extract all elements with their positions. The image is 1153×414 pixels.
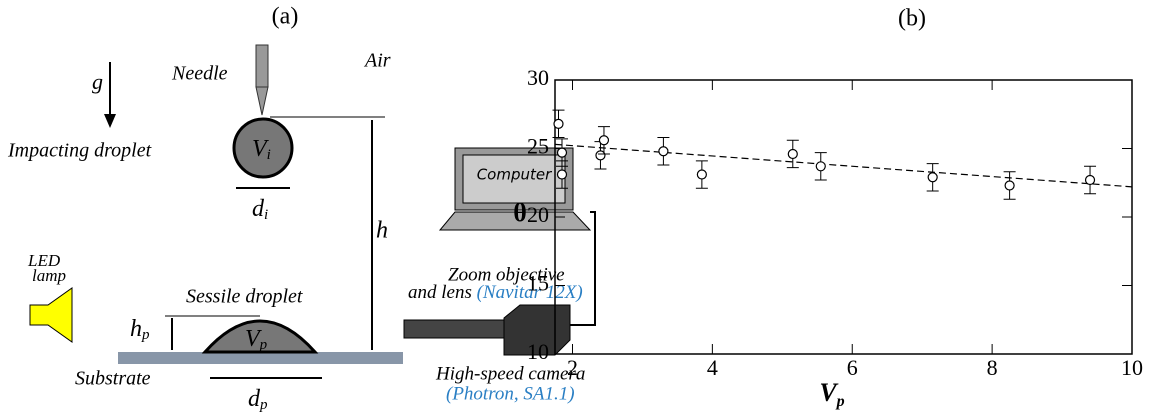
point xyxy=(599,136,608,145)
arrow-head xyxy=(104,114,116,128)
needle xyxy=(256,45,268,87)
hp-sub: p xyxy=(141,327,150,343)
camera-label: High-speed camera xyxy=(435,363,585,384)
panel-label: (a) xyxy=(272,4,299,30)
dp-label: dp xyxy=(248,386,268,414)
x-label: Vp xyxy=(819,378,844,410)
vp-sub: p xyxy=(259,337,268,353)
impacting-label: Impacting droplet xyxy=(7,140,152,162)
dp-sub: p xyxy=(259,397,268,413)
point xyxy=(1005,181,1014,190)
zoom2: and lens xyxy=(408,282,472,303)
g-label: g xyxy=(92,69,103,94)
di-sub: i xyxy=(264,207,268,223)
plot-frame xyxy=(555,80,1132,354)
photron-label: (Photron, SA1.1) xyxy=(446,383,575,404)
point xyxy=(788,149,797,158)
point xyxy=(557,148,566,157)
substrate-label: Substrate xyxy=(75,368,151,390)
computer-label: Computer xyxy=(477,166,552,184)
di-label: di xyxy=(252,196,268,224)
point xyxy=(1086,176,1095,185)
x-tick-label: 10 xyxy=(1121,355,1143,380)
point xyxy=(554,119,563,128)
substrate xyxy=(118,352,403,364)
x-tick-label: 2 xyxy=(567,355,578,380)
needle-label: Needle xyxy=(171,63,228,85)
needle-tip xyxy=(256,87,268,115)
lamp-label: lamp xyxy=(32,266,66,285)
x-tick-label: 4 xyxy=(707,355,718,380)
y-label: θ xyxy=(513,198,527,227)
x-tick-label: 8 xyxy=(987,355,998,380)
diagram: (a) Needle Air g Impacting droplet Vi di… xyxy=(7,4,595,414)
y-tick-label: 15 xyxy=(527,271,549,296)
chart-title: (b) xyxy=(898,6,926,32)
lens xyxy=(404,320,504,338)
hp-main: h xyxy=(130,316,142,342)
point xyxy=(557,170,566,179)
led-lamp xyxy=(30,288,72,342)
chart: (b) θ Vp 10 15 20 25 30 2 4 6 8 10 xyxy=(513,6,1143,410)
air-label: Air xyxy=(363,50,391,72)
fit-line xyxy=(555,144,1132,186)
point xyxy=(928,173,937,182)
figure: (a) Needle Air g Impacting droplet Vi di… xyxy=(0,0,1153,414)
x-tick-label: 6 xyxy=(847,355,858,380)
y-tick-label: 10 xyxy=(527,339,549,364)
sessile-label: Sessile droplet xyxy=(186,286,303,308)
y-tick-label: 20 xyxy=(527,202,549,227)
x-label-sub: p xyxy=(835,393,845,410)
point xyxy=(697,170,706,179)
point xyxy=(659,147,668,156)
vi-sub: i xyxy=(267,147,271,163)
y-tick-label: 25 xyxy=(527,134,549,159)
y-tick-label: 30 xyxy=(527,65,549,90)
point xyxy=(816,162,825,171)
hp-label: hp xyxy=(130,316,150,344)
h-label: h xyxy=(376,218,388,244)
